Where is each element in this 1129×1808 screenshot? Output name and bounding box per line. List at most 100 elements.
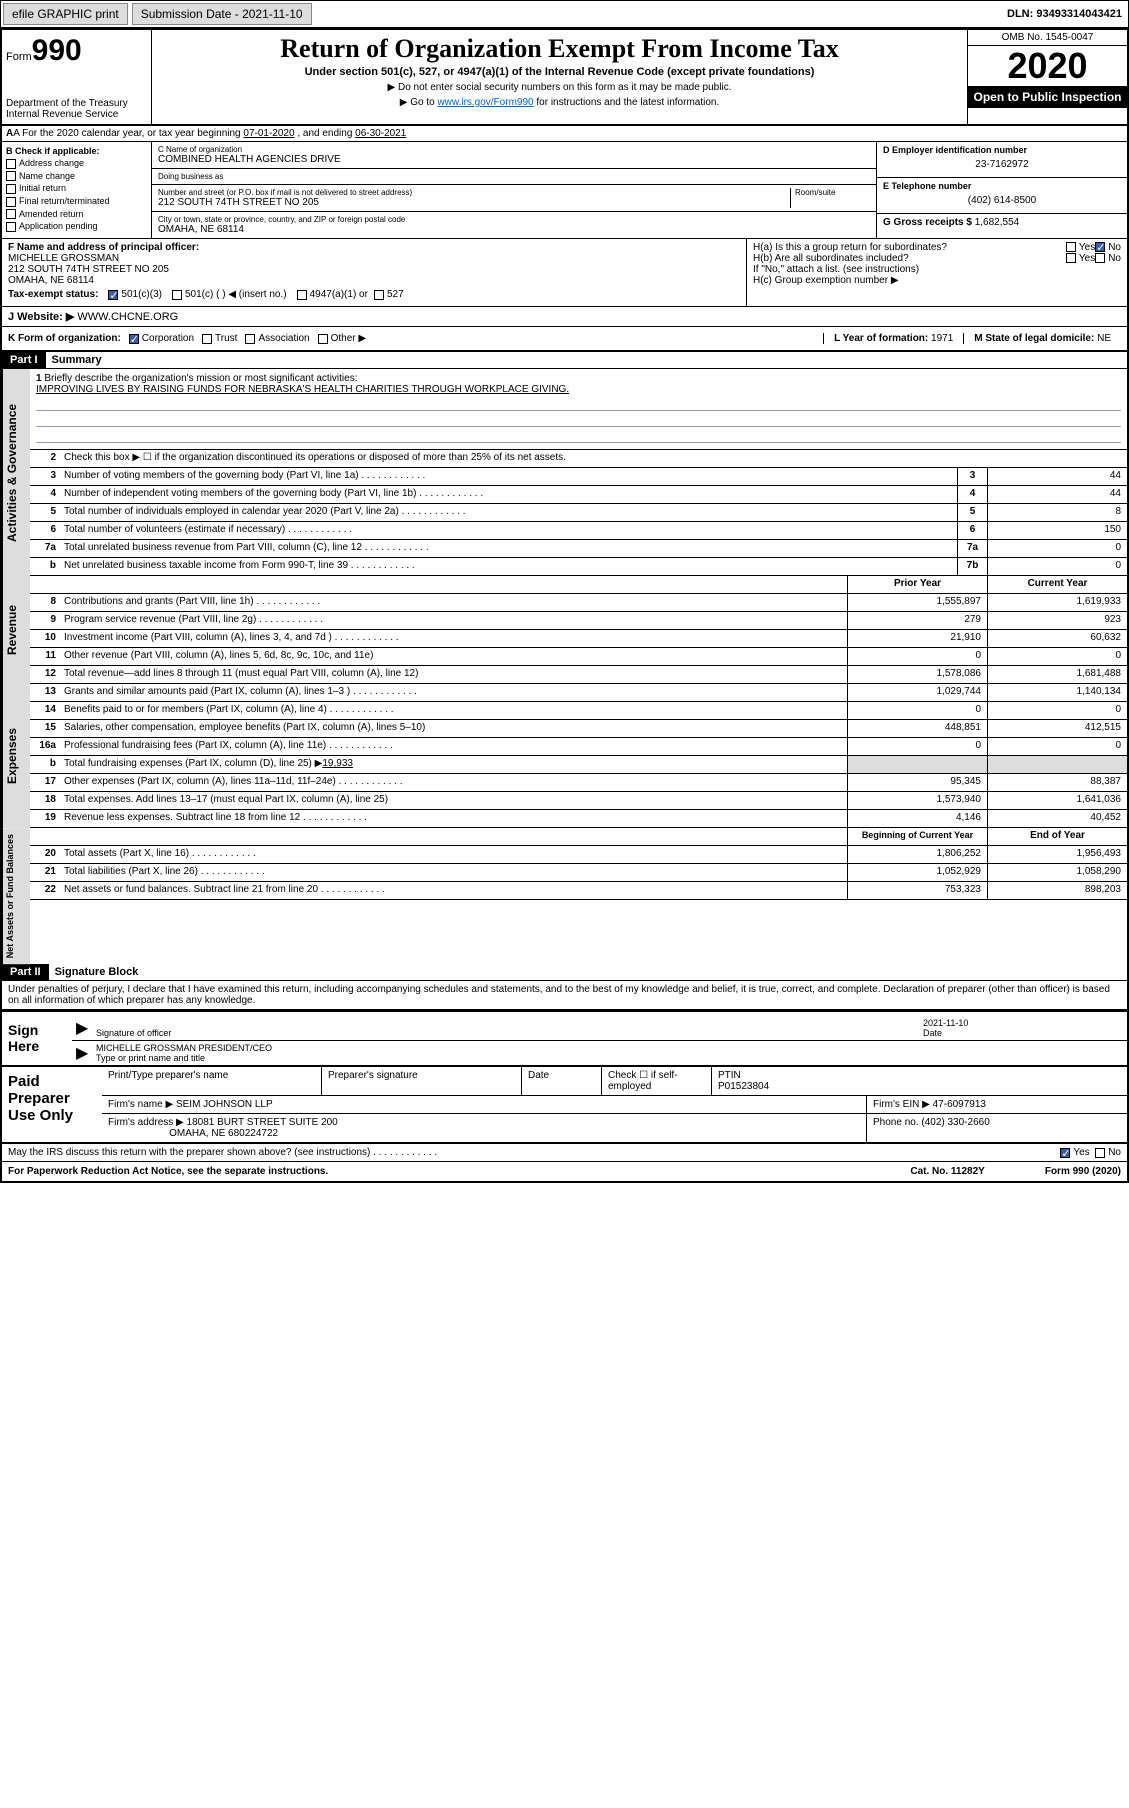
chk-address[interactable] <box>6 159 16 169</box>
q4: Number of independent voting members of … <box>60 486 957 503</box>
revenue-block: Revenue Prior YearCurrent Year 8Contribu… <box>2 576 1127 684</box>
lbl-501c: 501(c) ( ) ◀ (insert no.) <box>185 289 287 300</box>
lbl-trust: Trust <box>215 333 237 344</box>
c22: 898,203 <box>987 882 1127 899</box>
phone-lbl: Phone no. <box>873 1117 921 1128</box>
c17: 88,387 <box>987 774 1127 791</box>
q17: Other expenses (Part IX, column (A), lin… <box>60 774 847 791</box>
q16b: Total fundraising expenses (Part IX, col… <box>60 756 847 773</box>
lbl-final: Final return/terminated <box>19 196 110 206</box>
firm-addr1: 18081 BURT STREET SUITE 200 <box>187 1117 338 1128</box>
p12: 1,578,086 <box>847 666 987 683</box>
v6: 150 <box>987 522 1127 539</box>
dept-label: Department of the Treasury Internal Reve… <box>6 98 147 120</box>
col-b: B Check if applicable: Address change Na… <box>2 142 152 238</box>
p10: 21,910 <box>847 630 987 647</box>
discuss-yes: Yes <box>1073 1147 1089 1158</box>
q11: Other revenue (Part VIII, column (A), li… <box>60 648 847 665</box>
q5: Total number of individuals employed in … <box>60 504 957 521</box>
current-hdr: Current Year <box>987 576 1127 593</box>
part1-label: Part I <box>2 352 46 368</box>
hb-lbl: H(b) Are all subordinates included? <box>753 253 1066 264</box>
q9: Program service revenue (Part VIII, line… <box>60 612 847 629</box>
submission-date-button[interactable]: Submission Date - 2021-11-10 <box>132 3 312 25</box>
lbl-hb-no: No <box>1108 253 1121 264</box>
chk-initial[interactable] <box>6 184 16 194</box>
street: 212 SOUTH 74TH STREET NO 205 <box>158 197 790 208</box>
sig-name-lbl: Type or print name and title <box>96 1053 1123 1063</box>
sig-name: MICHELLE GROSSMAN PRESIDENT/CEO <box>96 1043 1123 1053</box>
c10: 60,632 <box>987 630 1127 647</box>
firm-addr2: OMAHA, NE 680224722 <box>169 1128 278 1139</box>
expenses-block: Expenses 13Grants and similar amounts pa… <box>2 684 1127 828</box>
rowf-hdr: F Name and address of principal officer: <box>8 242 199 253</box>
q3: Number of voting members of the governin… <box>60 468 957 485</box>
hc-lbl: H(c) Group exemption number ▶ <box>753 275 1121 286</box>
chk-discuss-yes[interactable] <box>1060 1148 1070 1158</box>
chk-527[interactable] <box>374 290 384 300</box>
chk-501c3[interactable] <box>108 290 118 300</box>
c14: 0 <box>987 702 1127 719</box>
irs-link[interactable]: www.irs.gov/Form990 <box>437 97 533 108</box>
state-lbl: M State of legal domicile: <box>974 333 1097 344</box>
p20: 1,806,252 <box>847 846 987 863</box>
q12: Total revenue—add lines 8 through 11 (mu… <box>60 666 847 683</box>
chk-501c[interactable] <box>172 290 182 300</box>
q7b: Net unrelated business taxable income fr… <box>60 558 957 575</box>
chk-hb-yes[interactable] <box>1066 253 1076 263</box>
chk-discuss-no[interactable] <box>1095 1148 1105 1158</box>
mission-text: IMPROVING LIVES BY RAISING FUNDS FOR NEB… <box>36 384 569 395</box>
p21: 1,052,929 <box>847 864 987 881</box>
chk-name[interactable] <box>6 171 16 181</box>
room-hdr: Room/suite <box>795 188 870 197</box>
year-form-lbl: L Year of formation: <box>834 333 931 344</box>
form-number: 990 <box>32 34 82 67</box>
firm-lbl: Firm's name ▶ <box>108 1099 173 1110</box>
part2-title: Signature Block <box>49 966 139 978</box>
chk-4947[interactable] <box>297 290 307 300</box>
open-public-label: Open to Public Inspection <box>968 86 1127 108</box>
dln-label: DLN: 93493314043421 <box>1001 5 1128 23</box>
v4: 44 <box>987 486 1127 503</box>
form-container: Form990 Department of the Treasury Inter… <box>0 28 1129 1183</box>
q22: Net assets or fund balances. Subtract li… <box>60 882 847 899</box>
chk-ha-yes[interactable] <box>1066 242 1076 252</box>
tax-end: 06-30-2021 <box>355 128 406 139</box>
side-assets: Net Assets or Fund Balances <box>2 828 30 964</box>
lbl-initial: Initial return <box>19 183 66 193</box>
prior-hdr: Prior Year <box>847 576 987 593</box>
chk-other[interactable] <box>318 334 328 344</box>
p9: 279 <box>847 612 987 629</box>
prep-h1: Print/Type preparer's name <box>102 1067 322 1095</box>
p13: 1,029,744 <box>847 684 987 701</box>
lbl-address: Address change <box>19 158 84 168</box>
p17: 95,345 <box>847 774 987 791</box>
chk-application[interactable] <box>6 222 16 232</box>
q21: Total liabilities (Part X, line 26) <box>60 864 847 881</box>
row-j: J Website: ▶ WWW.CHCNE.ORG <box>2 307 1127 327</box>
col-d: D Employer identification number23-71629… <box>877 142 1127 238</box>
chk-ha-no[interactable] <box>1095 242 1105 252</box>
ptin: P01523804 <box>718 1081 769 1092</box>
q14: Benefits paid to or for members (Part IX… <box>60 702 847 719</box>
form-prefix: Form <box>6 51 32 63</box>
row-f: F Name and address of principal officer:… <box>2 239 1127 307</box>
part1-header: Part ISummary <box>2 352 1127 369</box>
q15: Salaries, other compensation, employee b… <box>60 720 847 737</box>
chk-trust[interactable] <box>202 334 212 344</box>
chk-final[interactable] <box>6 197 16 207</box>
chk-assoc[interactable] <box>245 334 255 344</box>
chk-amended[interactable] <box>6 209 16 219</box>
prep-h2: Preparer's signature <box>322 1067 522 1095</box>
end-hdr: End of Year <box>987 828 1127 845</box>
section-bcd: B Check if applicable: Address change Na… <box>2 142 1127 239</box>
lbl-4947: 4947(a)(1) or <box>310 289 368 300</box>
efile-button[interactable]: efile GRAPHIC print <box>3 3 128 25</box>
org-name: COMBINED HEALTH AGENCIES DRIVE <box>158 154 870 165</box>
p16a: 0 <box>847 738 987 755</box>
chk-corp[interactable] <box>129 334 139 344</box>
chk-hb-no[interactable] <box>1095 253 1105 263</box>
lbl-ha-no: No <box>1108 242 1121 253</box>
c21: 1,058,290 <box>987 864 1127 881</box>
ein-hdr: D Employer identification number <box>883 145 1121 155</box>
